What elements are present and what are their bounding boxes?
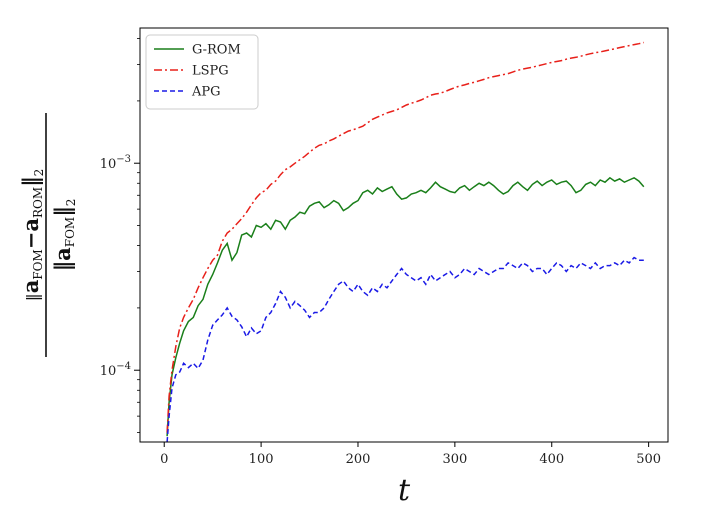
series-line-lspg [166, 41, 644, 433]
plot-series [166, 41, 645, 443]
legend-label: G-ROM [192, 43, 241, 58]
legend: G-ROM LSPG APG [145, 34, 259, 110]
y-axis-label: ‖aFOM−aROM‖2 ‖aFOM‖2 [18, 113, 78, 357]
x-axis: 0 100 200 300 400 500 [160, 442, 661, 467]
y-axis: 10−4 10−3 [100, 38, 140, 433]
legend-label: APG [191, 85, 221, 100]
x-tick-label: 500 [636, 452, 661, 467]
y-label-numerator: ‖aFOM−aROM‖2 [18, 169, 46, 302]
x-tick-label: 300 [442, 452, 467, 467]
x-axis-label: t [398, 473, 411, 508]
y-label-denominator: ‖aFOM‖2 [50, 199, 78, 272]
series-line-apg [166, 256, 644, 443]
legend-label: LSPG [192, 64, 229, 79]
axes-frame [139, 27, 669, 443]
y-tick-label: 10−4 [100, 361, 131, 379]
y-tick-label: 10−3 [100, 154, 131, 172]
x-tick-label: 100 [249, 452, 274, 467]
x-tick-label: 200 [346, 452, 371, 467]
series-line-g-rom [166, 176, 645, 437]
x-tick-label: 400 [539, 452, 564, 467]
x-tick-label: 0 [160, 452, 168, 467]
